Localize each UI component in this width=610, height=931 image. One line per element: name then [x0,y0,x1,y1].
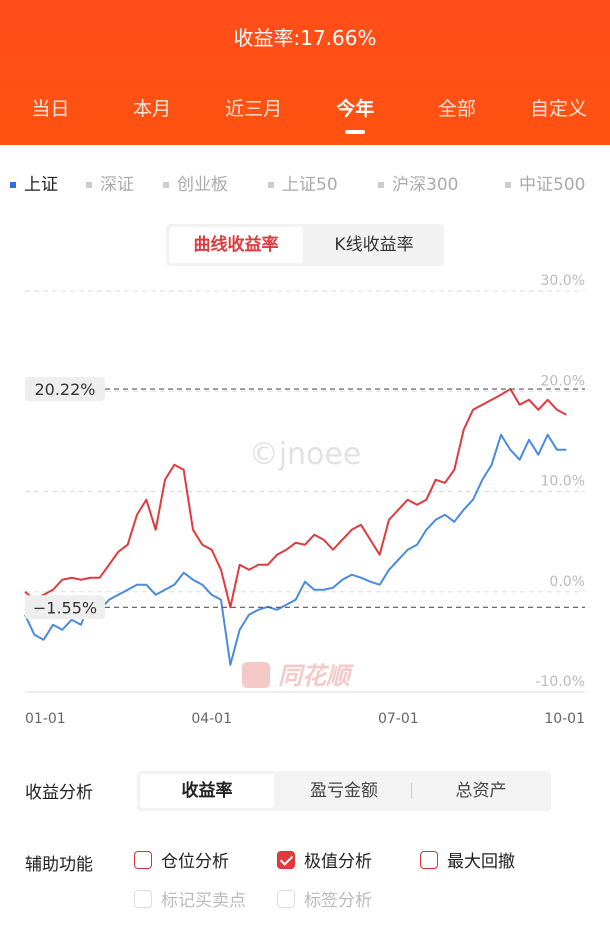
analysis-option[interactable]: 总资产 [455,781,507,801]
watermark: ©jnoee [249,437,362,472]
aux-checkbox[interactable]: 极值分析 [277,850,372,874]
y-tick-label: 20.0% [541,373,585,389]
analysis-segment: 收益率 盈亏金额 总资产 [137,771,551,811]
index-text: 中证500 [519,175,586,195]
index-dot [86,182,92,188]
tab-underline [345,130,366,134]
extreme-pill [25,377,105,402]
mode-toggle: 曲线收益率 K线收益率 [166,224,444,266]
period-tab[interactable]: 自定义 [529,98,587,120]
checkbox-box [277,851,295,869]
period-tab[interactable]: 今年 [336,98,375,120]
checkbox-box [134,890,152,908]
x-tick-label: 07-01 [378,711,419,727]
checkbox-label: 标记买卖点 [161,891,246,911]
period-tab[interactable]: 全部 [437,98,476,120]
index-option[interactable]: 深证 [86,170,134,195]
analysis-option[interactable]: 盈亏金额 [310,781,378,801]
y-tick-label: 30.0% [541,273,585,289]
index-dot [505,182,511,188]
index-option[interactable]: 上证 [10,170,58,195]
y-tick-label: 10.0% [541,474,585,490]
y-tick-label: 0.0% [549,574,585,590]
aux-label: 辅助功能 [25,855,93,875]
checkbox-label: 极值分析 [304,852,372,872]
checkbox-label: 最大回撤 [447,852,515,872]
chart: ©jnoee 同花顺 -10.0% 0.0% 10.0% 20.0% 30.0% 01-01 0… [24,273,585,727]
aux-checkbox[interactable]: 最大回撤 [420,850,515,874]
index-text: 沪深300 [392,175,459,195]
index-option[interactable]: 创业板 [163,170,228,195]
header: 收益率:17.66% [0,0,610,145]
checkbox-label: 标签分析 [304,891,372,911]
index-text: 深证 [100,175,134,195]
watermark: 同花顺 [278,662,355,690]
x-tick-label: 01-01 [25,711,66,727]
checkbox-box [420,851,438,869]
y-tick-label: -10.0% [535,674,585,690]
checkbox-box [134,851,152,869]
x-tick-label: 10-01 [544,711,585,727]
analysis-label: 收益分析 [25,783,93,803]
checkbox-label: 仓位分析 [161,852,229,872]
period-tab[interactable]: 近三月 [225,98,283,120]
checkbox-box [277,890,295,908]
series-line [24,388,567,609]
index-text: 上证50 [282,175,338,195]
index-dot [378,182,384,188]
index-dot [268,182,274,188]
analysis-option[interactable]: 收益率 [140,774,274,808]
series-line [24,433,567,666]
index-option[interactable]: 上证50 [268,170,338,195]
aux-checkbox: 标记买卖点 [134,889,246,913]
segment-divider [411,783,412,799]
index-text: 创业板 [177,175,228,195]
aux-checkbox: 标签分析 [277,889,372,913]
index-option[interactable]: 中证500 [505,170,585,195]
aux-checkbox[interactable]: 仓位分析 [134,850,229,874]
extreme-label: 20.22% [34,380,95,399]
mode-option[interactable]: 曲线收益率 [169,227,303,263]
mode-option[interactable]: K线收益率 [334,235,414,255]
extreme-pill [25,595,105,620]
index-text: 上证 [24,175,58,195]
index-dot [10,182,16,188]
header-title: 收益率:17.66% [233,26,377,50]
index-option[interactable]: 沪深300 [378,170,458,195]
period-tab[interactable]: 当日 [31,98,70,120]
index-dot [163,182,169,188]
period-tab[interactable]: 本月 [133,98,172,120]
extreme-label: −1.55% [33,598,97,617]
watermark-logo [242,662,270,688]
x-tick-label: 04-01 [191,711,232,727]
